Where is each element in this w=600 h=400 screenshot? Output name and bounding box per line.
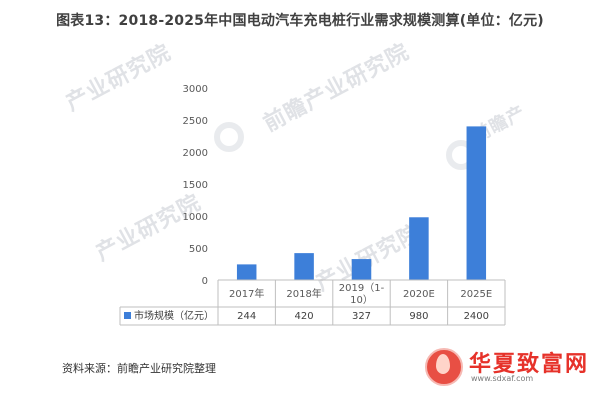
legend-label: 市场规模（亿元） — [134, 309, 214, 322]
x-tick-label-1: 2018年 — [286, 287, 321, 300]
x-tick-label-4: 2025E — [460, 289, 492, 300]
y-tick-label-3: 1500 — [183, 180, 208, 191]
source-note: 资料来源：前瞻产业研究院整理 — [62, 362, 216, 375]
bar-1 — [294, 253, 314, 280]
y-tick-label-1: 500 — [189, 244, 208, 255]
site-badge: 华夏致富网 www.sdxaf.com — [425, 346, 587, 392]
bar-3 — [409, 217, 429, 280]
data-table-value-4: 2400 — [464, 311, 489, 322]
data-table-value-2: 327 — [352, 311, 371, 322]
data-table-value-1: 420 — [295, 311, 314, 322]
y-tick-label-2: 1000 — [183, 212, 208, 223]
y-tick-label-6: 3000 — [183, 84, 208, 95]
data-table-value-3: 980 — [409, 311, 428, 322]
flame-icon — [436, 354, 450, 374]
bar-0 — [236, 264, 257, 280]
bar-2 — [351, 259, 372, 280]
y-tick-label-5: 2500 — [183, 116, 208, 127]
x-tick-label-2: 2019（1-10） — [339, 282, 385, 306]
watermark-logo-1 — [214, 122, 244, 152]
data-table-value-0: 244 — [237, 311, 256, 322]
legend-swatch — [124, 312, 131, 319]
y-tick-label-4: 2000 — [183, 148, 208, 159]
x-tick-label-0: 2017年 — [229, 287, 264, 300]
x-tick-label-3: 2020E — [403, 289, 435, 300]
bar-4 — [466, 126, 487, 281]
chart-title: 图表13：2018-2025年中国电动汽车充电桩行业需求规模测算(单位：亿元) — [56, 13, 544, 29]
badge-name: 华夏致富网 — [469, 352, 590, 377]
badge-url: www.sdxaf.com — [471, 374, 534, 383]
y-tick-label-0: 0 — [202, 276, 208, 287]
